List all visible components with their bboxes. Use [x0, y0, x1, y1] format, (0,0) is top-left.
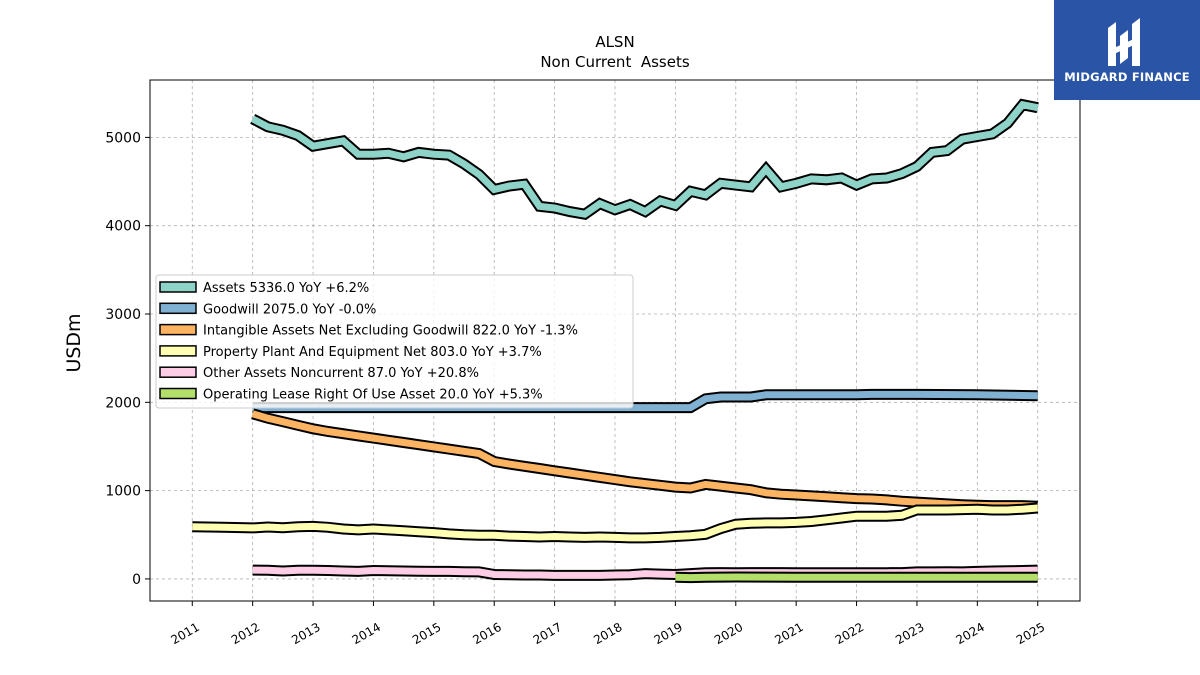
x-tick-label: 2024: [954, 620, 987, 647]
y-tick-label: 5000: [105, 130, 141, 146]
legend-swatch: [159, 281, 197, 293]
y-tick-label: 2000: [105, 395, 141, 411]
legend-label: Goodwill 2075.0 YoY -0.0%: [203, 302, 376, 317]
x-tick-label: 2018: [591, 620, 624, 647]
x-tick-label: 2021: [772, 620, 805, 647]
y-tick-label: 4000: [105, 219, 141, 235]
y-axis-label: USDm: [63, 313, 85, 372]
series-line-1: [252, 390, 1038, 412]
midgard-logo-icon: [1108, 18, 1140, 66]
series-line-0: [251, 100, 1039, 218]
series-line-3: [192, 504, 1038, 542]
x-tick-label: 2011: [168, 620, 201, 647]
legend-swatch: [159, 302, 197, 315]
legend-label: Assets 5336.0 YoY +6.2%: [203, 281, 369, 296]
x-tick-label: 2012: [229, 620, 262, 647]
legend-swatch: [159, 345, 197, 357]
x-tick-label: 2022: [833, 620, 866, 647]
legend-swatch: [159, 323, 197, 336]
x-tick-label: 2020: [712, 620, 745, 647]
y-tick-label: 1000: [105, 484, 141, 500]
x-tick-label: 2015: [410, 620, 443, 647]
brand-name: MIDGARD FINANCE: [1064, 70, 1190, 84]
series-outline-2: [251, 408, 1038, 512]
legend-box: [155, 274, 634, 409]
x-tick-label: 2017: [531, 620, 564, 647]
legend-label: Operating Lease Right Of Use Asset 20.0 …: [203, 388, 543, 403]
legend-label: Other Assets Noncurrent 87.0 YoY +20.8%: [203, 366, 479, 381]
legend-label: Property Plant And Equipment Net 803.0 Y…: [203, 345, 542, 360]
brand-logo: MIDGARD FINANCE: [1054, 0, 1200, 100]
series-line-2: [251, 410, 1038, 510]
legend-swatch: [159, 387, 197, 400]
x-tick-label: 2016: [470, 620, 503, 647]
x-tick-label: 2013: [289, 620, 322, 647]
x-tick-label: 2014: [350, 620, 383, 647]
chart-title: ALSN: [595, 33, 634, 51]
y-tick-label: 0: [132, 572, 141, 588]
legend-swatch: [159, 366, 197, 378]
x-tick-label: 2019: [652, 620, 685, 647]
x-tick-label: 2025: [1014, 620, 1047, 647]
x-tick-label: 2023: [893, 620, 926, 647]
chart-subtitle: Non Current Assets: [540, 53, 690, 71]
y-tick-label: 3000: [105, 307, 141, 323]
legend-label: Intangible Assets Net Excluding Goodwill…: [203, 324, 578, 339]
series-line-5: [675, 573, 1038, 582]
